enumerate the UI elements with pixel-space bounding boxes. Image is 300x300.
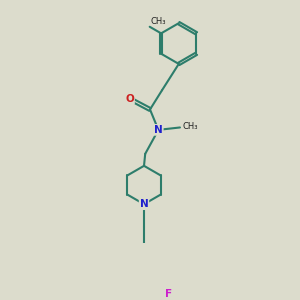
Text: CH₃: CH₃ [182, 122, 198, 131]
Text: N: N [140, 199, 148, 209]
Text: CH₃: CH₃ [151, 16, 167, 26]
Text: N: N [154, 125, 163, 135]
Text: F: F [165, 289, 172, 299]
Text: O: O [125, 94, 134, 104]
